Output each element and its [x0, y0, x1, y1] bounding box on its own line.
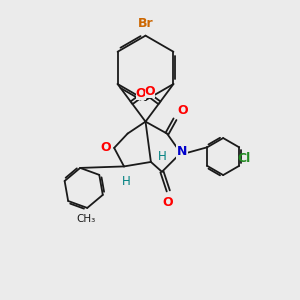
Text: H: H [158, 150, 167, 163]
Text: CH₃: CH₃ [76, 214, 95, 224]
Text: O: O [136, 86, 146, 100]
Text: O: O [177, 104, 188, 117]
Text: N: N [177, 145, 187, 158]
Text: H: H [122, 175, 131, 188]
Text: O: O [162, 196, 173, 209]
Text: O: O [145, 85, 155, 98]
Text: O: O [100, 141, 111, 154]
Text: Cl: Cl [237, 152, 250, 165]
Text: Br: Br [138, 17, 153, 30]
